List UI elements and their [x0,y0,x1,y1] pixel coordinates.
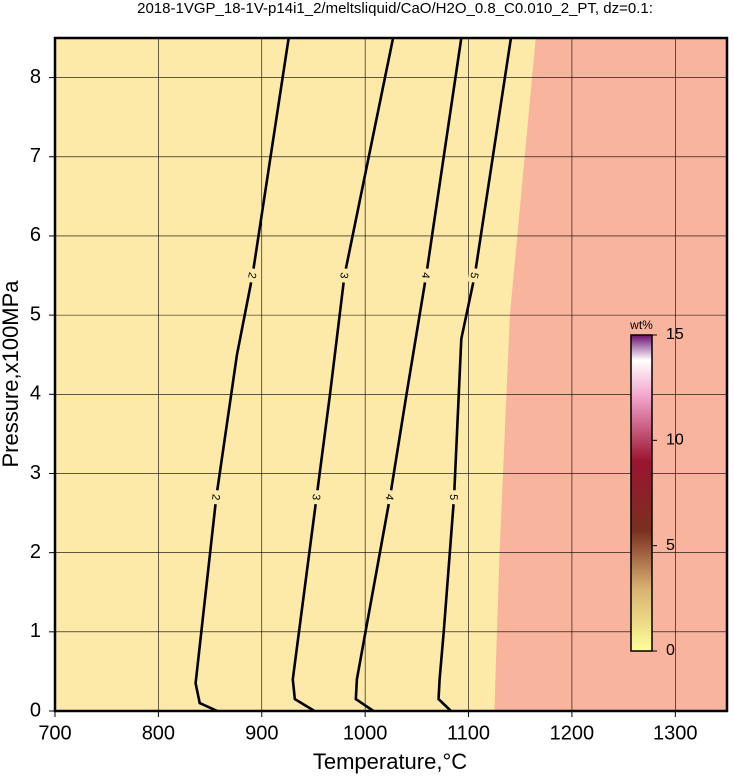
y-tick-label: 0 [30,699,41,721]
y-tick-label: 6 [30,224,41,246]
contour-label-group: 4 [419,267,434,284]
contour-label-bg [467,267,483,284]
contour-label-bg [209,489,224,505]
contour-label-group: 5 [467,267,483,284]
x-tick-label: 800 [142,722,175,744]
contour-label-group: 5 [447,489,461,505]
colorbar-tick-label: 5 [666,537,675,554]
contour-label: 5 [467,271,480,279]
y-tick-label: 2 [30,541,41,563]
x-tick-label: 1000 [343,722,388,744]
contour-label: 2 [209,493,222,500]
y-axis-label: Pressure,x100MPa [0,280,23,468]
contour-label-bg [309,489,324,505]
contour-label-group: 2 [209,489,224,505]
colorbar-tick-label: 0 [666,642,675,659]
plot-content: 2 2 3 3 4 4 5 5 [55,38,727,711]
contour-label-group: 3 [309,489,324,505]
contour-label: 4 [419,271,432,279]
contour-label: 4 [383,493,396,501]
contour-label: 3 [337,272,350,280]
colorbar-title: wt% [629,318,653,332]
contour-label-bg [447,489,461,505]
y-tick-label: 1 [30,620,41,642]
contour-label-bg [382,489,398,506]
x-tick-label: 900 [245,722,278,744]
contour-label: 5 [447,494,459,501]
contour-label-bg [337,267,352,284]
x-tick-label: 1100 [447,722,490,744]
colorbar [630,334,653,652]
contour-label-bg [245,267,260,284]
y-tick-label: 4 [30,383,41,405]
colorbar-tick-label: 10 [666,432,684,449]
contour-label: 3 [309,493,322,501]
contour-label: 2 [245,271,258,279]
y-tick-label: 7 [30,145,41,167]
x-tick-label: 1200 [550,722,595,744]
contour-label-group: 2 [245,267,260,284]
x-tick-label: 700 [38,722,71,744]
x-tick-label: 1300 [653,722,698,744]
contour-label-bg [419,267,434,284]
y-tick-label: 5 [30,303,41,325]
contour-line [437,38,513,711]
y-tick-label: 3 [30,462,41,484]
contour-label-group: 3 [337,267,352,284]
saturated-region [494,38,727,711]
plot-frame [53,36,729,713]
colorbar-tick-label: 15 [666,326,684,343]
contour-label-group: 4 [382,489,398,506]
chart-title: 2018-1VGP_18-1V-p14i1_2/meltsliquid/CaO/… [137,0,653,17]
y-tick-label: 8 [30,66,41,88]
x-axis-label: Temperature,°C [313,749,467,774]
